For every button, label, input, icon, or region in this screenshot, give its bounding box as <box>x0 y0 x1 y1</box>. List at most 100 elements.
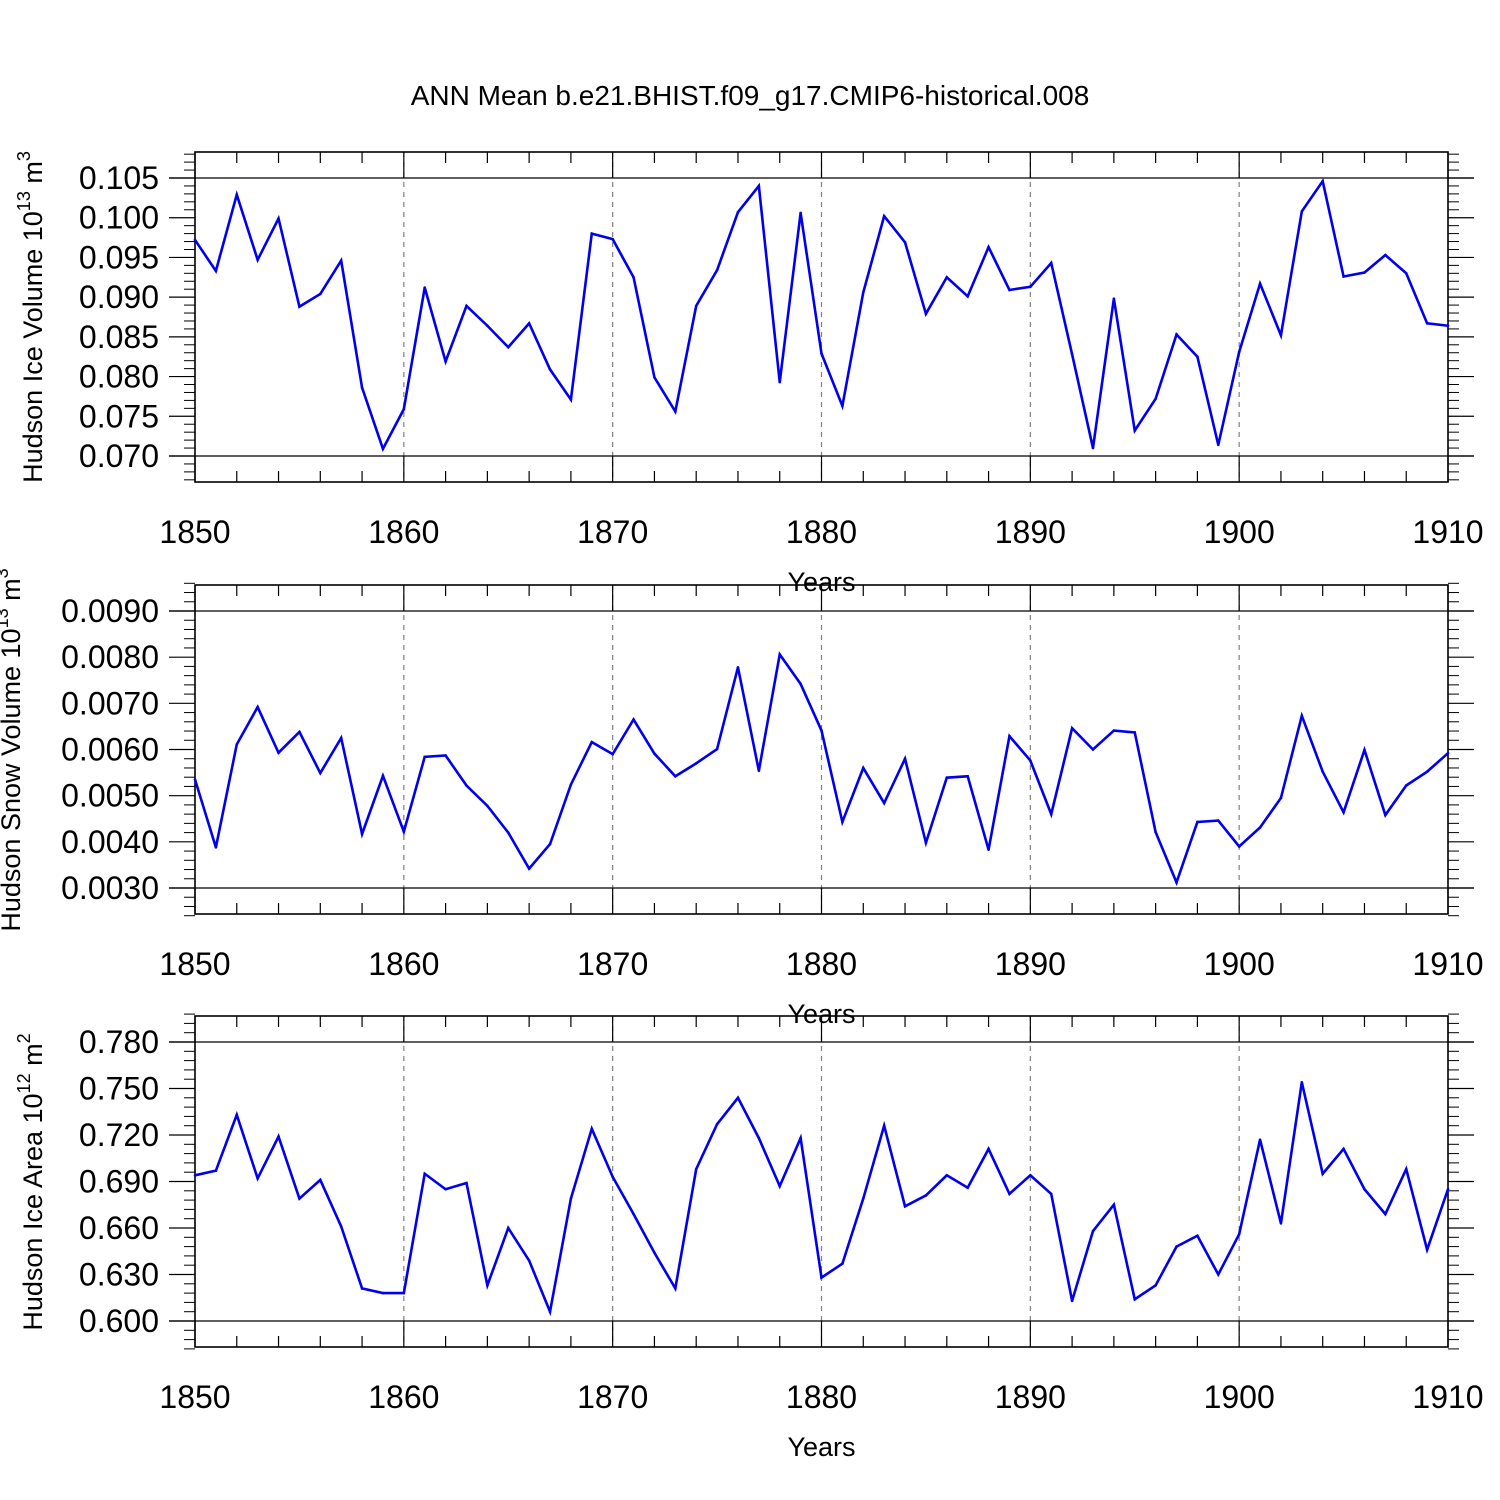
ice-volume-point-1869 <box>590 232 594 235</box>
ice-volume-point-1890 <box>1029 285 1032 289</box>
snow-volume-point-1864 <box>486 804 489 808</box>
y-tick-label-2: 0.080 <box>79 359 159 395</box>
ice-area-point-1889 <box>1008 1192 1011 1196</box>
y-tick-label-5: 0.750 <box>79 1071 159 1107</box>
ice-volume-point-1874 <box>694 304 698 308</box>
ice-area-point-1907 <box>1384 1212 1387 1216</box>
snow-volume-point-1892 <box>1070 726 1074 730</box>
ice-area-point-1880 <box>820 1276 823 1279</box>
snow-volume-ylabel: Hudson Snow Volume 1013 m3 <box>0 568 26 931</box>
x-tick-label-1870: 1870 <box>577 1379 648 1415</box>
ice-area-xlabel: Years <box>787 1432 855 1462</box>
ice-area-point-1860 <box>402 1291 406 1295</box>
ice-volume-point-1862 <box>444 360 447 363</box>
ice-area-point-1866 <box>527 1259 531 1262</box>
ice-volume-point-1872 <box>653 376 656 379</box>
ice-area-point-1898 <box>1196 1234 1199 1238</box>
ice-area-point-1864 <box>486 1284 489 1287</box>
x-tick-label-1880: 1880 <box>786 946 857 982</box>
ice-area-point-1906 <box>1363 1187 1366 1191</box>
ice-volume-point-1910 <box>1446 324 1450 328</box>
snow-volume-point-1869 <box>590 740 594 744</box>
ice-volume-point-1855 <box>298 305 301 308</box>
x-tick-label-1910: 1910 <box>1412 1379 1483 1415</box>
ice-volume-point-1897 <box>1175 333 1178 336</box>
ylabel-part: m <box>18 1043 48 1073</box>
snow-volume-point-1905 <box>1342 810 1345 814</box>
ice-area-point-1887 <box>966 1186 969 1189</box>
y-tick-label-5: 0.0080 <box>61 639 159 675</box>
ice-volume-point-1885 <box>924 312 928 316</box>
ice-volume-point-1857 <box>339 259 343 262</box>
ice-area-point-1873 <box>674 1287 677 1290</box>
ice-area-point-1875 <box>715 1122 719 1126</box>
ylabel-part: m <box>0 578 26 608</box>
panel-hudson-snow-volume: 1850 1860 1870 1880 1890 1900 1910Years0.00300… <box>0 568 1484 1029</box>
snow-volume-point-1891 <box>1049 812 1053 816</box>
ice-area-point-1872 <box>653 1251 656 1255</box>
snow-volume-point-1879 <box>799 682 802 686</box>
x-tick-label-1860: 1860 <box>368 946 439 982</box>
ice-area-point-1859 <box>381 1291 385 1295</box>
y-tick-label-2: 0.660 <box>79 1210 159 1246</box>
snow-volume-point-1868 <box>569 783 573 786</box>
snow-volume-point-1907 <box>1384 813 1387 817</box>
ice-volume-point-1881 <box>841 404 844 408</box>
ice-area-point-1877 <box>757 1136 761 1140</box>
ice-volume-point-1906 <box>1363 271 1366 274</box>
x-tick-label-1850: 1850 <box>159 1379 230 1415</box>
ice-area-point-1903 <box>1300 1081 1304 1084</box>
ice-volume-point-1868 <box>569 398 573 401</box>
ice-volume-point-1879 <box>799 211 802 215</box>
ice-volume-point-1886 <box>945 275 949 279</box>
ice-area-point-1878 <box>778 1184 782 1188</box>
ylabel-part: m <box>18 161 48 191</box>
snow-volume-point-1894 <box>1112 729 1116 732</box>
snow-volume-point-1885 <box>924 841 928 845</box>
ice-area-point-1861 <box>423 1172 427 1176</box>
x-tick-label-1880: 1880 <box>786 514 857 550</box>
snow-volume-point-1854 <box>277 751 280 755</box>
snow-volume-point-1877 <box>757 769 761 773</box>
x-tick-label-1860: 1860 <box>368 514 439 550</box>
ice-volume-point-1865 <box>506 345 510 349</box>
ice-area-point-1895 <box>1133 1298 1137 1301</box>
ice-area-point-1901 <box>1258 1138 1262 1141</box>
ice-volume-point-1907 <box>1384 253 1387 257</box>
ice-volume-point-1863 <box>465 304 468 308</box>
ice-volume-point-1901 <box>1258 282 1262 285</box>
snow-volume-point-1898 <box>1196 820 1199 824</box>
snow-volume-point-1851 <box>214 846 218 849</box>
x-tick-label-1900: 1900 <box>1204 1379 1275 1415</box>
ice-volume-point-1887 <box>966 295 969 298</box>
ice-volume-point-1892 <box>1070 353 1074 356</box>
ice-volume-point-1883 <box>882 214 886 218</box>
x-tick-label-1870: 1870 <box>577 514 648 550</box>
y-tick-label-0: 0.070 <box>79 438 159 474</box>
ice-volume-point-1891 <box>1049 261 1053 265</box>
ice-volume-point-1888 <box>987 245 990 249</box>
ice-area-point-1855 <box>298 1197 301 1200</box>
snow-volume-point-1902 <box>1279 796 1283 800</box>
ice-area-point-1876 <box>736 1096 740 1100</box>
snow-volume-point-1859 <box>381 774 385 778</box>
ice-volume-point-1864 <box>486 324 489 328</box>
ice-volume-point-1867 <box>548 368 552 371</box>
y-tick-label-7: 0.105 <box>79 160 159 196</box>
panel-hudson-ice-volume: 1850 1860 1870 1880 1890 1900 1910Years0.0700.… <box>14 151 1484 597</box>
y-tick-label-1: 0.630 <box>79 1257 159 1293</box>
x-tick-label-1870: 1870 <box>577 946 648 982</box>
ice-volume-point-1889 <box>1008 288 1011 292</box>
ice-volume-point-1861 <box>423 286 427 289</box>
ice-area-point-1886 <box>945 1174 949 1177</box>
ice-volume-point-1876 <box>736 210 740 214</box>
snow-volume-point-1880 <box>820 729 823 732</box>
snow-volume-point-1904 <box>1321 770 1324 773</box>
ice-area-point-1899 <box>1216 1273 1220 1276</box>
ice-area-point-1904 <box>1321 1172 1324 1176</box>
ice-volume-point-1909 <box>1425 322 1429 325</box>
ice-area-point-1870 <box>611 1175 614 1179</box>
ice-volume-point-1873 <box>674 410 677 413</box>
ice-area-point-1865 <box>506 1226 510 1230</box>
ice-area-point-1890 <box>1029 1174 1032 1177</box>
